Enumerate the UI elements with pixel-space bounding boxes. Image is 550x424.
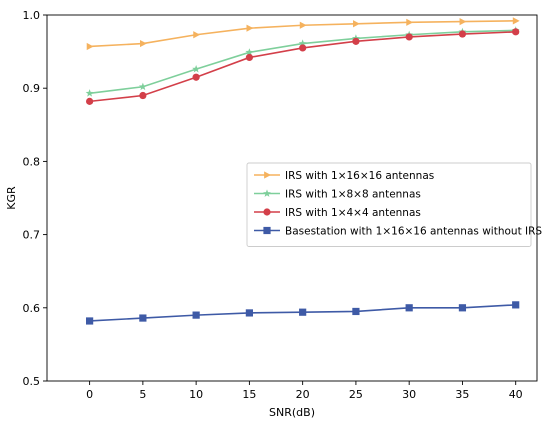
x-tick-label: 40 <box>509 388 523 401</box>
x-tick-label: 0 <box>86 388 93 401</box>
y-tick-label: 0.6 <box>23 302 41 315</box>
data-point <box>192 65 201 73</box>
data-point <box>352 37 360 45</box>
y-axis-label: KGR <box>5 186 18 210</box>
legend-marker <box>263 226 271 235</box>
y-axis-ticks: 0.5 0.6 0.7 0.8 0.9 1.0 <box>23 9 47 388</box>
x-tick-label: 15 <box>242 388 256 401</box>
series-0 <box>86 17 520 51</box>
data-point <box>512 301 520 309</box>
legend-label: Basestation with 1×16×16 antennas withou… <box>285 226 542 238</box>
legend-label: IRS with 1×4×4 antennas <box>285 207 421 219</box>
series-layer <box>85 17 520 325</box>
legend-label: IRS with 1×16×16 antennas <box>285 170 434 182</box>
legend: IRS with 1×16×16 antennas IRS with 1×8×8 … <box>246 162 542 247</box>
data-point <box>512 17 520 25</box>
data-point <box>85 89 94 97</box>
data-point <box>299 21 307 29</box>
data-point <box>299 308 307 316</box>
legend-item: IRS with 1×8×8 antennas <box>254 189 421 201</box>
data-point <box>245 48 254 56</box>
x-tick-label: 25 <box>349 388 363 401</box>
legend-label: IRS with 1×8×8 antennas <box>285 189 421 201</box>
data-point <box>192 73 200 81</box>
x-tick-label: 10 <box>189 388 203 401</box>
data-point <box>86 317 94 325</box>
legend-marker <box>263 208 271 216</box>
y-tick-label: 0.8 <box>23 155 41 168</box>
series-2 <box>86 28 520 105</box>
legend-marker <box>263 189 271 197</box>
data-point <box>458 30 467 38</box>
x-tick-label: 5 <box>139 388 146 401</box>
legend-marker <box>264 171 271 179</box>
x-tick-label: 20 <box>296 388 310 401</box>
data-point <box>245 309 253 317</box>
legend-item: IRS with 1×16×16 antennas <box>254 170 434 182</box>
data-point <box>299 44 307 52</box>
y-tick-label: 0.5 <box>23 375 41 388</box>
data-point <box>405 33 413 41</box>
data-point <box>245 53 253 62</box>
data-point <box>246 24 254 32</box>
series-3 <box>86 301 520 325</box>
data-point <box>192 311 200 319</box>
data-point <box>86 42 94 51</box>
data-point <box>459 17 467 26</box>
y-tick-label: 0.9 <box>23 82 41 95</box>
data-point <box>458 304 467 312</box>
data-point <box>139 39 147 48</box>
x-tick-label: 35 <box>455 388 469 401</box>
data-point <box>405 304 413 312</box>
data-point <box>352 307 360 316</box>
data-point <box>353 20 360 28</box>
legend-box <box>246 162 532 247</box>
data-point <box>138 82 147 91</box>
x-axis-label: SNR(dB) <box>269 406 315 419</box>
y-tick-label: 1.0 <box>23 9 41 22</box>
x-tick-label: 30 <box>402 388 416 401</box>
data-point <box>406 18 414 26</box>
x-axis-ticks: 0 5 10 15 20 25 30 35 40 <box>86 381 523 401</box>
data-point <box>193 31 201 39</box>
legend-item: IRS with 1×4×4 antennas <box>254 207 421 219</box>
data-point <box>139 91 147 100</box>
legend-item: Basestation with 1×16×16 antennas withou… <box>254 226 542 238</box>
data-point <box>298 39 307 47</box>
y-tick-label: 0.7 <box>23 229 41 242</box>
data-point <box>86 97 94 105</box>
data-point <box>512 28 520 36</box>
data-point <box>139 314 147 322</box>
